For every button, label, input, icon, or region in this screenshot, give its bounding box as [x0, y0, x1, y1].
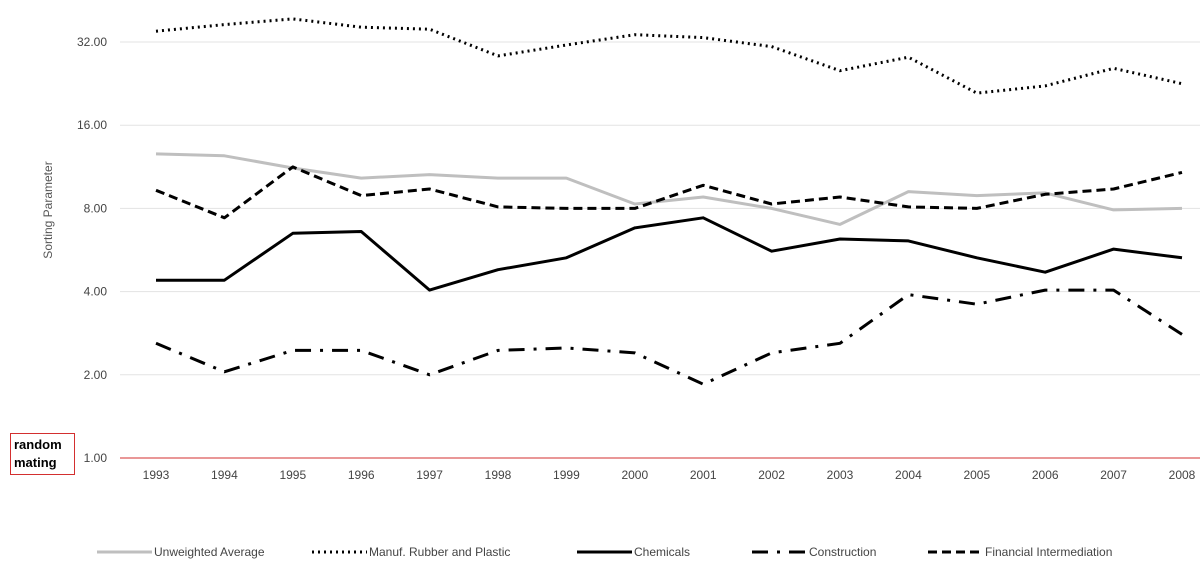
legend-label: Chemicals: [634, 545, 690, 559]
x-tick-label: 2002: [758, 468, 785, 482]
y-axis-ticks: 1.00 2.00 4.00 8.00 16.00 32.00: [77, 35, 107, 465]
x-tick-label: 1993: [143, 468, 170, 482]
x-tick-label: 1996: [348, 468, 375, 482]
series-line: [155, 17, 1183, 95]
x-tick-label: 1999: [553, 468, 580, 482]
y-axis-title: Sorting Parameter: [41, 161, 55, 258]
x-tick-label: 2004: [895, 468, 922, 482]
x-tick-label: 2006: [1032, 468, 1059, 482]
x-tick-label: 1998: [485, 468, 512, 482]
legend: Unweighted Average Manuf. Rubber and Plas…: [97, 545, 1112, 559]
legend-label: Manuf. Rubber and Plastic: [369, 545, 510, 559]
legend-label: Unweighted Average: [154, 545, 265, 559]
gridlines: [120, 41, 1200, 459]
annotation-line-2: mating: [14, 455, 57, 470]
x-tick-label: 2005: [963, 468, 990, 482]
y-tick-label: 2.00: [84, 368, 108, 382]
x-tick-label: 2007: [1100, 468, 1127, 482]
y-tick-label: 16.00: [77, 118, 107, 132]
series-line: [156, 216, 1183, 292]
random-mating-annotation: random mating: [10, 433, 75, 475]
series-line: [155, 288, 1183, 386]
x-tick-label: 2000: [621, 468, 648, 482]
annotation-line-1: random: [14, 437, 62, 452]
x-tick-label: 1997: [416, 468, 443, 482]
x-tick-label: 2003: [827, 468, 854, 482]
y-tick-label: 8.00: [84, 201, 108, 215]
x-tick-label: 1995: [279, 468, 306, 482]
x-tick-label: 1994: [211, 468, 238, 482]
y-tick-label: 32.00: [77, 35, 107, 49]
legend-label: Construction: [809, 545, 876, 559]
y-tick-label: 1.00: [84, 451, 108, 465]
y-tick-label: 4.00: [84, 285, 108, 299]
x-axis-ticks: 1993 1994 1995 1996 1997 1998 1999 2000 2001 2002…: [143, 468, 1196, 482]
x-tick-label: 2001: [690, 468, 717, 482]
series-lines: [155, 17, 1183, 386]
legend-label: Financial Intermediation: [985, 545, 1112, 559]
series-line: [155, 152, 1183, 226]
x-tick-label: 2008: [1169, 468, 1196, 482]
series-line: [155, 165, 1183, 220]
